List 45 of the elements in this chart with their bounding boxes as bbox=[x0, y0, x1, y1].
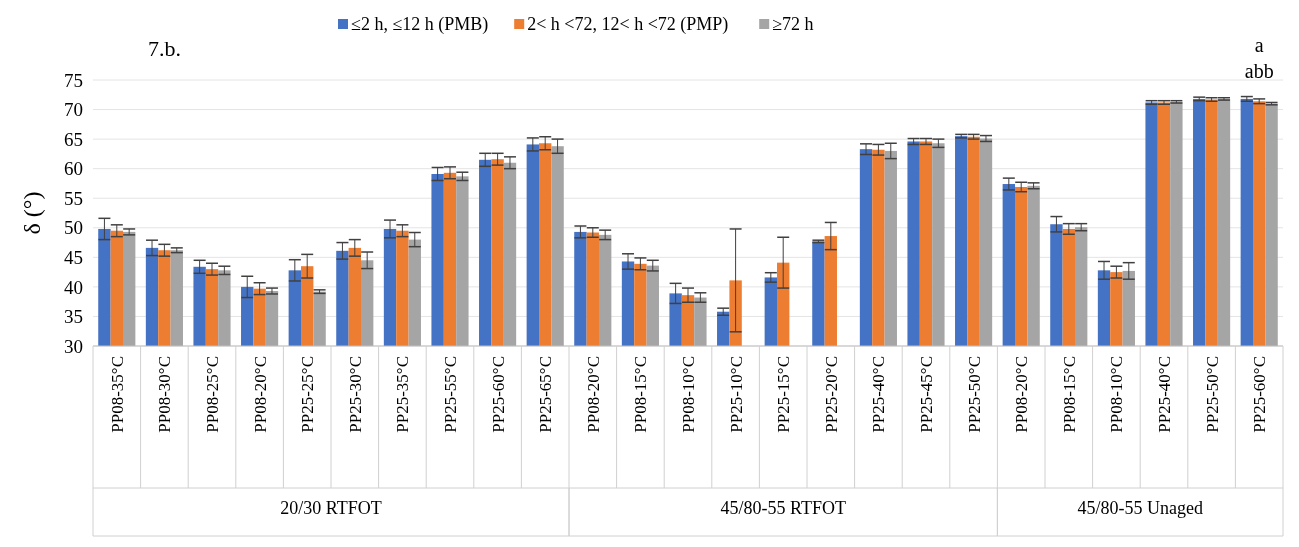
x-tick-label: PP25-35°C bbox=[393, 356, 413, 433]
x-tick-label: PP25-45°C bbox=[916, 356, 936, 433]
legend-label: ≤2 h, ≤12 h (PMB) bbox=[351, 14, 489, 35]
text: 45/80-55 Unaged bbox=[1077, 498, 1203, 518]
x-tick-label: PP08-30°C bbox=[155, 356, 175, 433]
x-tick-label: PP08-20°C bbox=[1012, 356, 1032, 433]
x-tick-label: PP25-25°C bbox=[298, 356, 318, 433]
y-tick-label: 30 bbox=[64, 335, 83, 357]
x-tick-label: PP08-20°C bbox=[250, 356, 270, 433]
text: a bbox=[1254, 34, 1264, 56]
y-tick-label: 50 bbox=[64, 217, 83, 239]
text: 45/80-55 RTFOT bbox=[720, 498, 846, 518]
x-tick-label: PP25-10°C bbox=[726, 356, 746, 433]
y-tick-label: 45 bbox=[64, 246, 83, 268]
annotation: abb bbox=[1244, 60, 1274, 82]
x-tick-label: PP25-20°C bbox=[821, 356, 841, 433]
x-tick-label: PP25-40°C bbox=[869, 356, 889, 433]
x-tick-label: PP25-60°C bbox=[1250, 356, 1270, 433]
legend-label: ≥72 h bbox=[772, 14, 814, 34]
x-tick-label: PP08-10°C bbox=[678, 356, 698, 433]
text: 20/30 RTFOT bbox=[280, 498, 382, 518]
x-tick-label: PP25-55°C bbox=[440, 356, 460, 433]
y-tick-label: 60 bbox=[64, 158, 83, 180]
y-tick-label: 70 bbox=[64, 99, 83, 121]
x-tick-label: PP25-15°C bbox=[774, 356, 794, 433]
x-tick-label: PP25-50°C bbox=[1202, 356, 1222, 433]
x-tick-label: PP25-50°C bbox=[964, 356, 984, 433]
legend-label: 2< h <72, 12< h <72 (PMP) bbox=[527, 14, 729, 35]
x-tick-label: PP08-15°C bbox=[631, 356, 651, 433]
y-axis-title: δ (°) bbox=[19, 191, 45, 235]
y-tick-label: 35 bbox=[64, 306, 83, 328]
y-tick-label: 65 bbox=[64, 128, 83, 150]
x-tick-label: PP08-15°C bbox=[1059, 356, 1079, 433]
x-tick-label: PP08-35°C bbox=[107, 356, 127, 433]
x-tick-label: PP08-20°C bbox=[583, 356, 603, 433]
x-tick-label: PP08-10°C bbox=[1107, 356, 1127, 433]
x-tick-label: PP25-30°C bbox=[345, 356, 365, 433]
x-tick-label: PP25-60°C bbox=[488, 356, 508, 433]
x-tick-label: PP08-25°C bbox=[202, 356, 222, 433]
y-tick-label: 55 bbox=[64, 187, 83, 209]
y-tick-label: 75 bbox=[64, 69, 83, 91]
chart-title: 7.b. bbox=[148, 36, 181, 61]
y-tick-label: 40 bbox=[64, 276, 83, 298]
x-tick-label: PP25-65°C bbox=[536, 356, 556, 433]
x-tick-label: PP25-40°C bbox=[1154, 356, 1174, 433]
